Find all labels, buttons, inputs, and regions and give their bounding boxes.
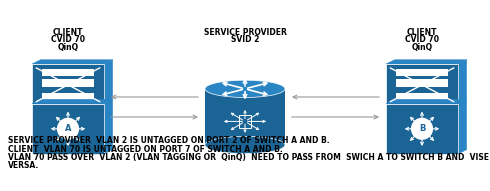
Text: SERVICE PROVIDER: SERVICE PROVIDER [203, 28, 287, 37]
Polygon shape [386, 60, 466, 64]
Bar [32, 104, 104, 154]
Bar [205, 89, 285, 145]
Text: CVID 70: CVID 70 [405, 36, 439, 45]
Bar [386, 104, 458, 154]
Text: CLIENT: CLIENT [53, 28, 83, 37]
Text: SVID 2: SVID 2 [231, 36, 259, 45]
Text: VLAN 70 PASS OVER  VLAN 2 (VLAN TAGGING OR  QinQ)  NEED TO PASS FROM  SWICH A TO: VLAN 70 PASS OVER VLAN 2 (VLAN TAGGING O… [8, 153, 489, 162]
Bar [32, 64, 104, 104]
Text: CVID 70: CVID 70 [51, 36, 85, 45]
Polygon shape [104, 99, 113, 154]
Text: CLIENT: CLIENT [407, 28, 437, 37]
Circle shape [57, 118, 79, 140]
Bar [396, 79, 448, 87]
Text: CLIENT  VLAN 70 IS UNTAGGED ON PORT 7 OF SWITCH A AND B.: CLIENT VLAN 70 IS UNTAGGED ON PORT 7 OF … [8, 145, 283, 154]
Bar [239, 115, 251, 128]
Bar [386, 64, 458, 104]
Text: A: A [65, 124, 71, 133]
Circle shape [411, 118, 433, 140]
Bar [396, 69, 448, 76]
Bar [42, 69, 94, 76]
Polygon shape [386, 99, 466, 104]
Polygon shape [458, 60, 466, 104]
Bar [42, 79, 94, 87]
Polygon shape [458, 99, 466, 154]
Text: VERSA.: VERSA. [8, 162, 39, 171]
Polygon shape [32, 99, 113, 104]
Polygon shape [32, 60, 113, 64]
Polygon shape [104, 60, 113, 104]
Text: QinQ: QinQ [412, 43, 433, 52]
Text: SERVICE PROVIDER  VLAN 2 IS UNTAGGED ON PORT 2 OF SWITCH A AND B.: SERVICE PROVIDER VLAN 2 IS UNTAGGED ON P… [8, 136, 330, 145]
Text: QinQ: QinQ [57, 43, 78, 52]
Ellipse shape [205, 80, 285, 97]
Ellipse shape [205, 136, 285, 154]
Bar [396, 93, 448, 100]
Bar [42, 93, 94, 100]
Text: B: B [419, 124, 425, 133]
